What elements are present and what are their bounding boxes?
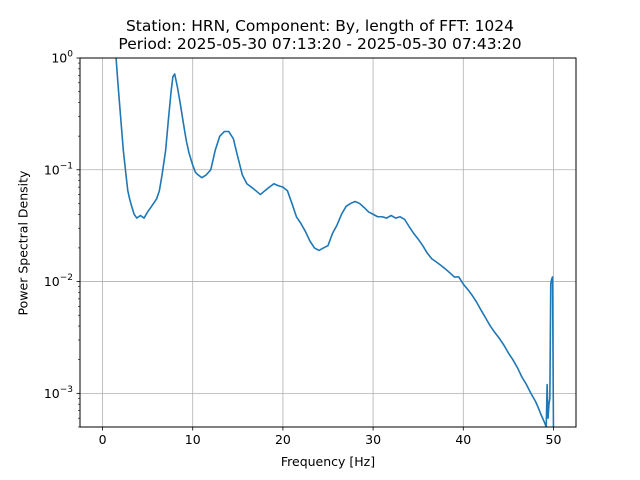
series-group — [115, 58, 555, 427]
x-tick-label-2: 20 — [275, 432, 291, 447]
x-axis-ticks: 0 10 20 30 40 50 — [99, 427, 562, 447]
plot-area — [80, 58, 576, 427]
x-axis-label: Frequency [Hz] — [280, 454, 376, 469]
x-tick-label-3: 30 — [365, 432, 381, 447]
chart-subtitle: Period: 2025-05-30 07:13:20 - 2025-05-30… — [118, 35, 522, 53]
y-axis-ticks: 10−3 10−2 10−1 100 — [44, 50, 80, 428]
psd-series-line-0 — [115, 58, 555, 427]
y-tick-label-2: 10−1 — [44, 161, 73, 177]
plot-frame — [79, 57, 577, 428]
chart-title: Station: HRN, Component: By, length of F… — [125, 17, 515, 35]
x-tick-label-4: 40 — [455, 432, 471, 447]
y-tick-label-1: 10−2 — [44, 273, 73, 289]
x-tick-label-1: 10 — [185, 432, 201, 447]
x-tick-label-5: 50 — [546, 432, 562, 447]
y-tick-label-3: 100 — [51, 50, 73, 66]
x-tick-label-0: 0 — [99, 432, 107, 447]
y-axis-label: Power Spectral Density — [15, 170, 31, 316]
y-tick-label-0: 10−3 — [44, 385, 73, 401]
